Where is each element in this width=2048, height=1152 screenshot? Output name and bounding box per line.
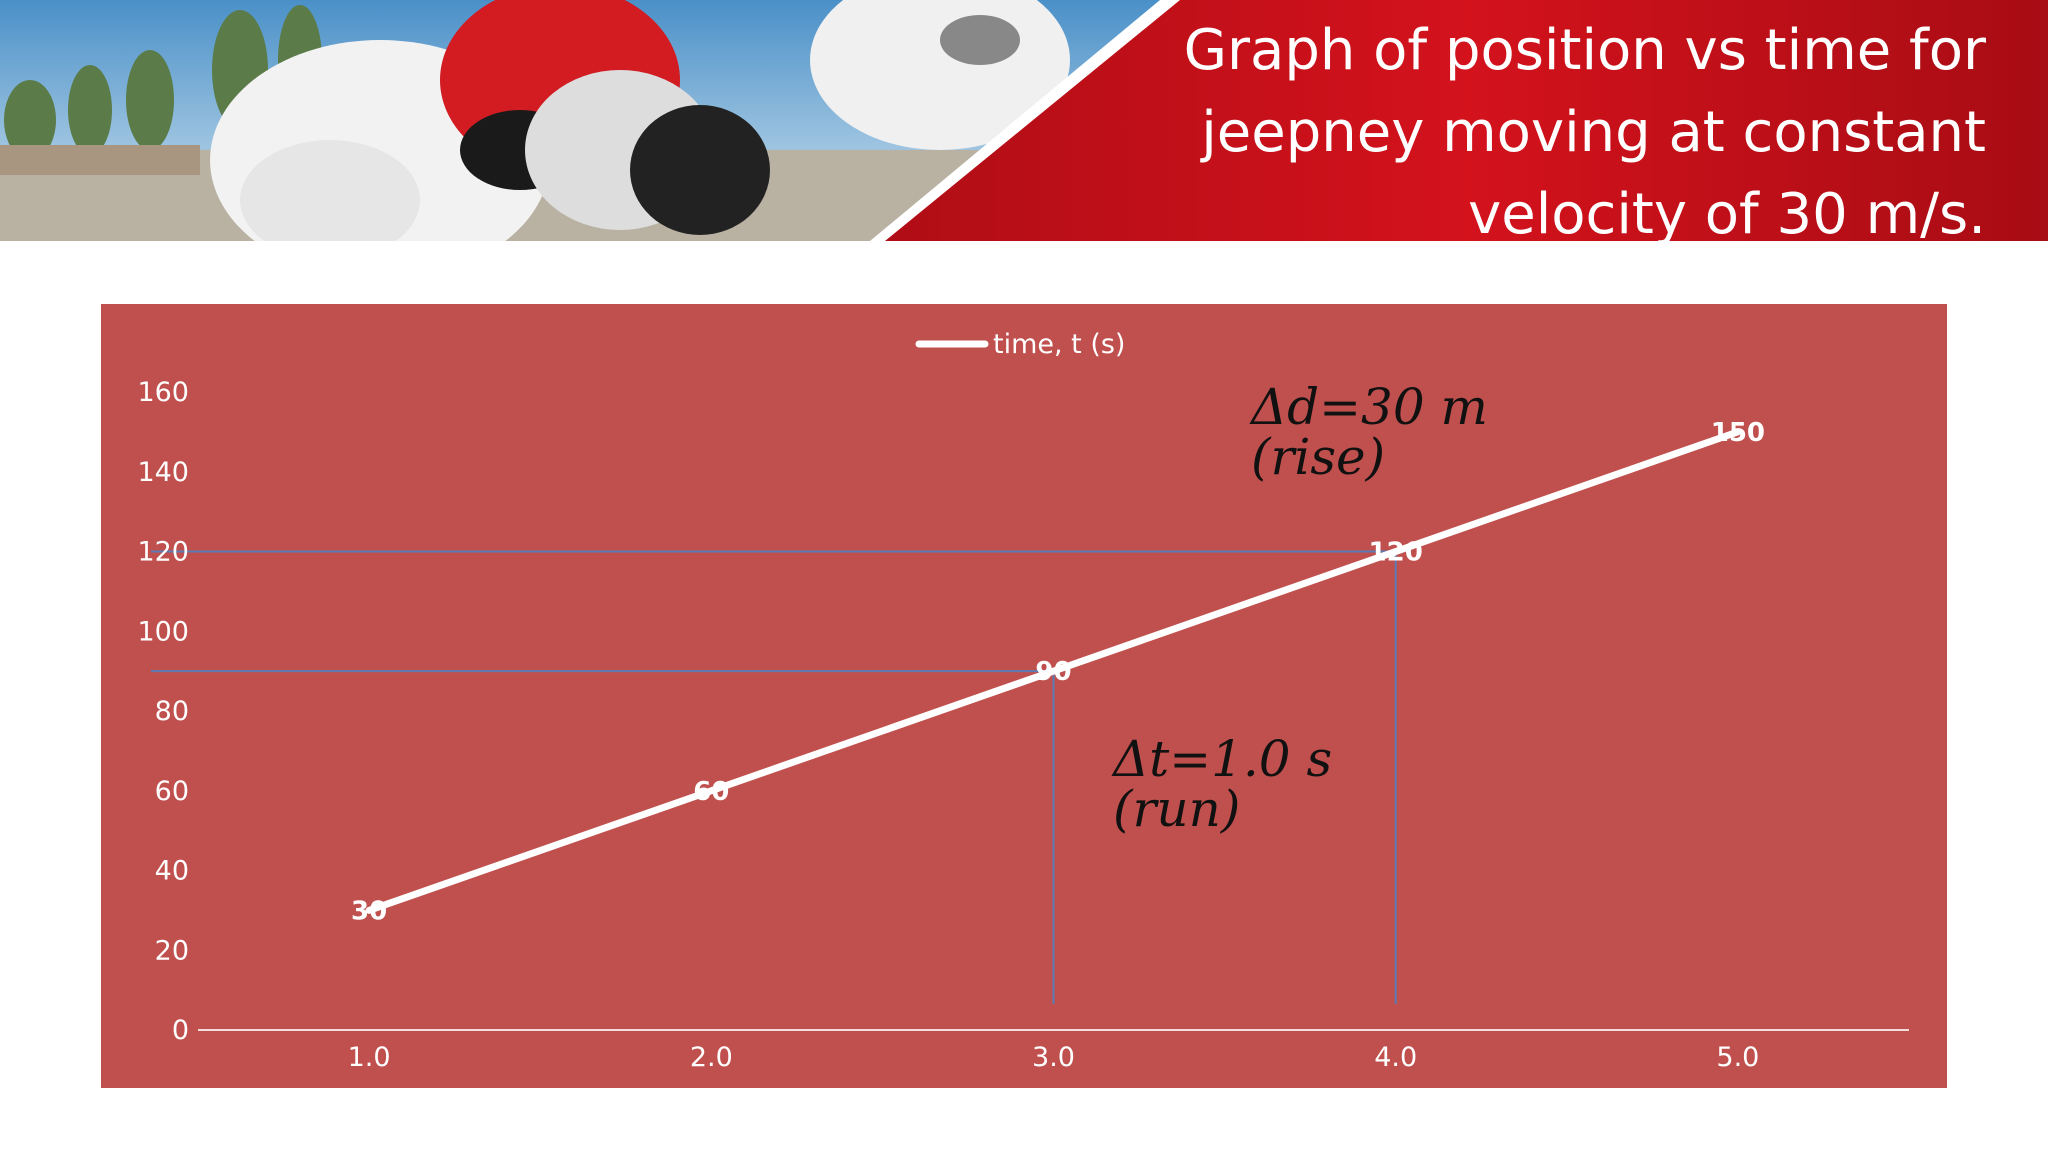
run-label-text: (run) [1113,780,1241,838]
y-tick-label: 160 [137,377,189,408]
motorcycle-photo [0,0,2048,241]
rise-label-text: (rise) [1251,428,1386,486]
data-label: 150 [1711,418,1765,448]
x-tick-label: 5.0 [1716,1042,1759,1073]
data-label: 90 [1035,657,1071,687]
slide-title: Graph of position vs time for jeepney mo… [1006,10,1986,241]
series-line [365,428,1742,914]
y-tick-label: 0 [172,1015,189,1046]
y-tick-label: 60 [155,776,189,807]
data-labels: 30 60 90 120 150 [351,418,1765,927]
y-tick-label: 40 [155,856,189,887]
data-label: 60 [693,777,729,807]
position-time-chart: 0 20 40 60 80 100 120 140 160 1.0 2.0 3.0 4.0 5.0 30… [137,329,1909,1073]
x-axis-ticks: 1.0 2.0 3.0 4.0 5.0 [348,1042,1760,1073]
y-axis-ticks: 0 20 40 60 80 100 120 140 160 [137,377,189,1046]
x-tick-label: 4.0 [1374,1042,1417,1073]
x-tick-label: 2.0 [690,1042,733,1073]
guide-lines [151,550,1397,1004]
slide-title-line: jeepney moving at constant [1201,100,1986,165]
y-tick-label: 140 [137,457,189,488]
y-tick-label: 120 [137,537,189,568]
y-tick-label: 20 [155,935,189,966]
run-annotation: Δt=1.0 s (run) [1113,734,1332,834]
legend-label: time, t (s) [993,329,1125,360]
y-tick-label: 80 [155,696,189,727]
data-label: 30 [351,896,387,926]
y-tick-label: 100 [137,616,189,647]
run-delta-text: Δt=1.0 s [1113,730,1333,788]
series-lines [365,428,1742,914]
rise-annotation: Δd=30 m (rise) [1251,382,1488,482]
slide-title-line: velocity of 30 m/s. [1468,182,1986,241]
legend: time, t (s) [915,329,1125,360]
data-label: 120 [1369,538,1423,568]
slide-title-line: Graph of position vs time for [1183,18,1986,83]
chart-area: 0 20 40 60 80 100 120 140 160 1.0 2.0 3.0 4.0 5.0 30… [101,304,1947,1088]
x-tick-label: 3.0 [1032,1042,1075,1073]
header-banner: Graph of position vs time for jeepney mo… [0,0,2048,241]
rise-delta-text: Δd=30 m [1251,378,1488,436]
x-tick-label: 1.0 [348,1042,391,1073]
